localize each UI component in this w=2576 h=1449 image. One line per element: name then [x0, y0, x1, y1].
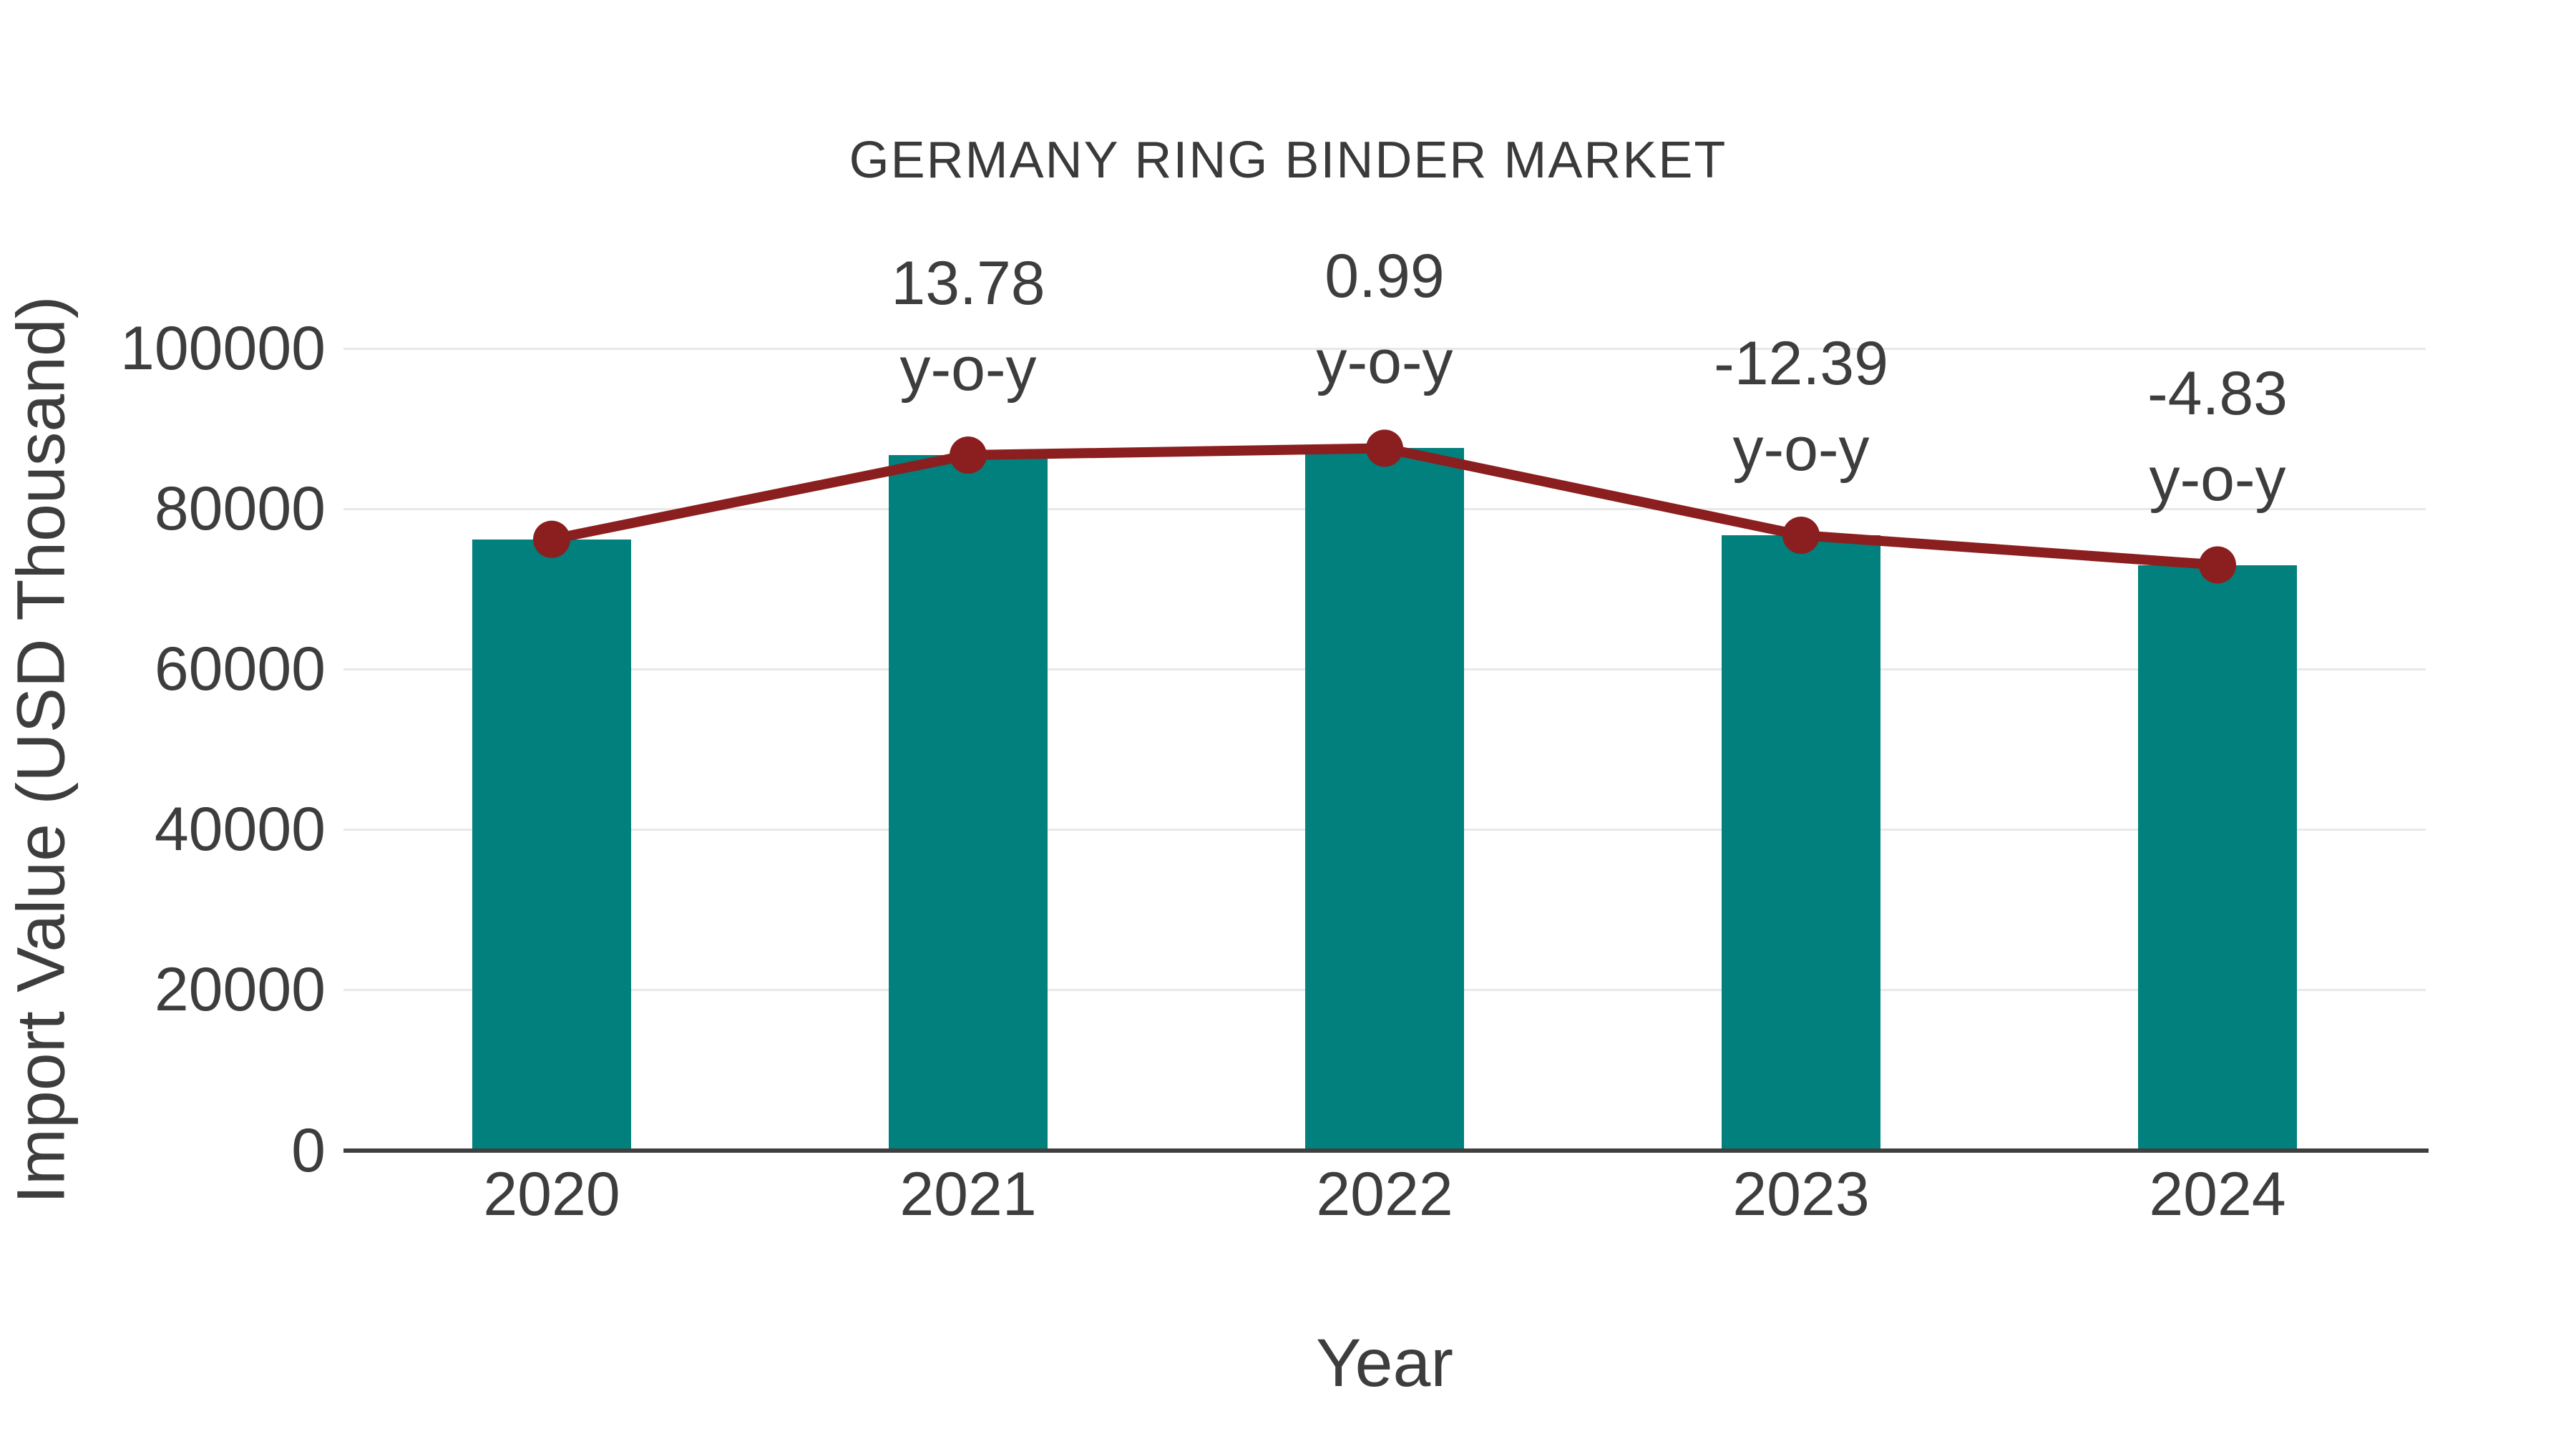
bar-2021	[889, 455, 1048, 1151]
line-marker-2023	[1782, 516, 1820, 554]
line-marker-2022	[1366, 429, 1403, 467]
x-axis-line	[343, 1148, 2429, 1153]
y-tick-label-20000: 20000	[154, 955, 326, 1025]
x-tick-label-2021: 2021	[899, 1159, 1037, 1229]
x-axis-title: Year	[1316, 1325, 1453, 1401]
x-tick-label-2023: 2023	[1732, 1159, 1870, 1229]
bar-2024	[2138, 565, 2297, 1151]
line-marker-2024	[2199, 546, 2236, 584]
y-tick-label-40000: 40000	[154, 795, 326, 864]
bar-2020	[472, 539, 631, 1151]
yoy-annotation-2021: 13.78 y-o-y	[760, 240, 1176, 412]
y-tick-label-0: 0	[291, 1116, 326, 1185]
line-marker-2021	[950, 436, 987, 474]
y-tick-label-100000: 100000	[120, 314, 326, 383]
yoy-value: -4.83	[2147, 358, 2288, 428]
yoy-annotation-2022: 0.99 y-o-y	[1176, 233, 1593, 405]
x-tick-label-2024: 2024	[2149, 1159, 2286, 1229]
x-tick-label-2022: 2022	[1316, 1159, 1453, 1229]
line-marker-2020	[533, 520, 570, 558]
bar-2022	[1305, 448, 1464, 1151]
yoy-suffix: y-o-y	[2149, 444, 2286, 514]
yoy-suffix: y-o-y	[899, 335, 1037, 404]
yoy-suffix: y-o-y	[1732, 414, 1870, 484]
yoy-value: 13.78	[891, 249, 1045, 318]
y-axis-title: Import Value (USD Thousand)	[3, 296, 79, 1204]
chart-title: GERMANY RING BINDER MARKET	[849, 132, 1727, 189]
yoy-value: -12.39	[1714, 328, 1888, 398]
yoy-value: 0.99	[1324, 242, 1445, 311]
y-tick-label-60000: 60000	[154, 635, 326, 704]
bar-2023	[1722, 535, 1880, 1151]
yoy-annotation-2024: -4.83 y-o-y	[2009, 351, 2426, 522]
yoy-annotation-2023: -12.39 y-o-y	[1593, 321, 2009, 492]
gridline-y-100000	[343, 347, 2426, 350]
y-tick-label-80000: 80000	[154, 474, 326, 544]
x-tick-label-2020: 2020	[483, 1159, 620, 1229]
yoy-suffix: y-o-y	[1316, 328, 1453, 397]
